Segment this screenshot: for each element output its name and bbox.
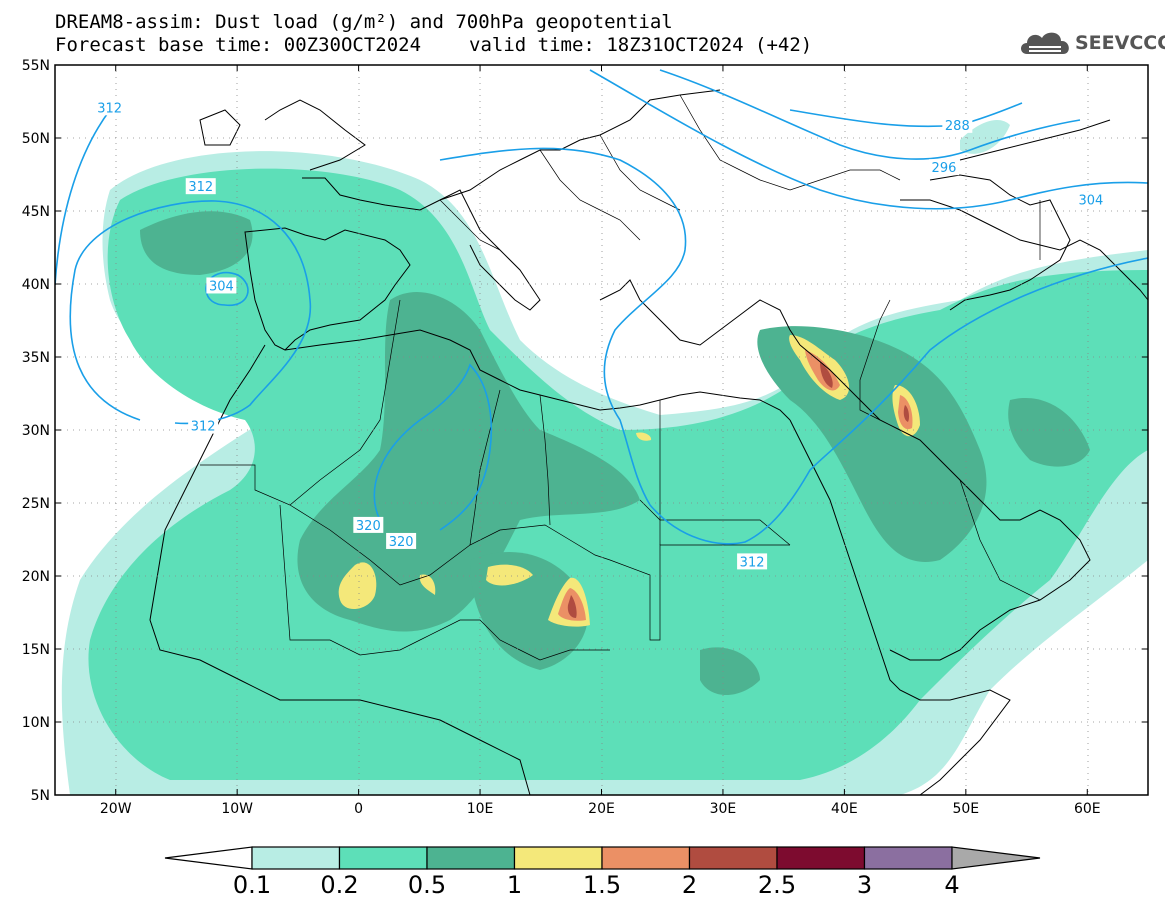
- contour-label-bg: [737, 553, 768, 570]
- contour-label: 312: [188, 180, 213, 195]
- lat-label: 5N: [31, 788, 50, 804]
- dust-shading-0.5: [140, 211, 1090, 695]
- contour-312-west: [55, 109, 111, 286]
- contour-label-bg: [942, 116, 973, 133]
- contour-312-east-ridge: [439, 147, 1148, 545]
- coastlines: [149, 89, 1148, 795]
- colorbar-label: 0.5: [407, 871, 447, 899]
- lon-label: 10E: [467, 801, 494, 817]
- lat-label: 40N: [22, 277, 50, 293]
- contour-label: 320: [356, 519, 381, 534]
- contour-label-bg: [94, 99, 125, 116]
- colorbar-label: 0.2: [320, 871, 359, 899]
- colorbar-label: 3: [856, 871, 873, 899]
- colorbar-label: 1: [506, 871, 523, 899]
- colorbar-bin: [863, 846, 953, 870]
- contour-label: 312: [740, 555, 765, 570]
- contour-label-bg: [185, 178, 216, 195]
- contour-label-bg: [206, 277, 237, 294]
- contour-304-north: [589, 69, 1148, 210]
- dust-shading-2: [567, 362, 909, 618]
- contour-label: 320: [389, 535, 414, 550]
- lon-label: 20E: [588, 801, 615, 817]
- colorbar-bin: [338, 846, 428, 870]
- colorbar-label: 0.1: [232, 871, 272, 899]
- contour-304-low: [205, 271, 249, 306]
- contour-label: 304: [1079, 193, 1104, 208]
- contour-288: [789, 102, 1023, 128]
- geopotential-contours: [55, 69, 1148, 545]
- contour-label-bg: [928, 159, 959, 176]
- colorbar-bin: [776, 846, 866, 870]
- lon-label: 20W: [100, 801, 132, 817]
- lon-label: 50E: [952, 801, 979, 817]
- contour-label-bg: [386, 532, 417, 549]
- map-area: 312 312 304 312 320 320 312 288 296 304: [55, 65, 1148, 795]
- valid-time: valid time: 18Z31OCT2024 (+42): [469, 34, 813, 56]
- colorbar-bin: [688, 846, 778, 870]
- lat-label: 45N: [22, 204, 50, 220]
- colorbar-bin: [601, 846, 691, 870]
- contour-296: [659, 69, 1081, 160]
- colorbar-bin: [426, 846, 516, 870]
- colorbar-label: 2.5: [757, 871, 797, 899]
- colorbar-bin: [513, 846, 603, 870]
- country-borders: [200, 94, 1041, 661]
- contour-label-bg: [1075, 191, 1106, 208]
- lon-label: 10W: [221, 801, 253, 817]
- colorbar-bin: [251, 846, 341, 870]
- lat-label: 55N: [22, 58, 50, 74]
- contour-label: 296: [932, 161, 957, 176]
- lat-label: 10N: [22, 715, 50, 731]
- title-line-2: Forecast base time: 00Z30OCT2024 valid ti…: [55, 35, 812, 56]
- lon-label: 0: [354, 801, 363, 817]
- cloud-icon: [1021, 32, 1069, 54]
- lon-label: 30E: [710, 801, 737, 817]
- colorbar-over-arrow: [951, 846, 1041, 870]
- contour-label-bg: [188, 417, 219, 434]
- lat-label: 50N: [22, 131, 50, 147]
- colorbar: [164, 846, 1041, 870]
- logo-text: SEEVCCC: [1075, 32, 1165, 54]
- contour-label-bg: [353, 516, 384, 533]
- contour-label: 312: [97, 101, 122, 116]
- contour-label: 312: [191, 420, 216, 435]
- contour-label: 288: [945, 119, 970, 134]
- contour-label: 304: [209, 279, 234, 294]
- lat-label: 15N: [22, 642, 50, 658]
- contour-320-ridge: [373, 363, 493, 531]
- lat-label: 35N: [22, 350, 50, 366]
- lat-label: 20N: [22, 569, 50, 585]
- seevccc-logo: SEEVCCC: [1017, 26, 1165, 60]
- graticule: [55, 65, 1148, 795]
- axis-ticks: [55, 64, 1148, 796]
- title-line-1: DREAM8-assim: Dust load (g/m²) and 700hP…: [55, 11, 673, 33]
- contour-312-east: [69, 200, 312, 425]
- colorbar-label: 1.5: [582, 871, 622, 899]
- contour-labels: 312 312 304 312 320 320 312 288 296 304: [94, 99, 1106, 570]
- axis-labels: 55N 50N 45N 40N 35N 30N 25N 20N 15N 10N 5N 20W 10W 0 1…: [22, 58, 1101, 817]
- lon-label: 40E: [831, 801, 858, 817]
- lon-label: 60E: [1074, 801, 1101, 817]
- colorbar-under-arrow: [164, 846, 253, 870]
- lat-label: 30N: [22, 423, 50, 439]
- forecast-base-time: Forecast base time: 00Z30OCT2024: [55, 34, 422, 56]
- lat-label: 25N: [22, 496, 50, 512]
- colorbar-label: 4: [944, 871, 960, 899]
- colorbar-label: 2: [681, 871, 698, 899]
